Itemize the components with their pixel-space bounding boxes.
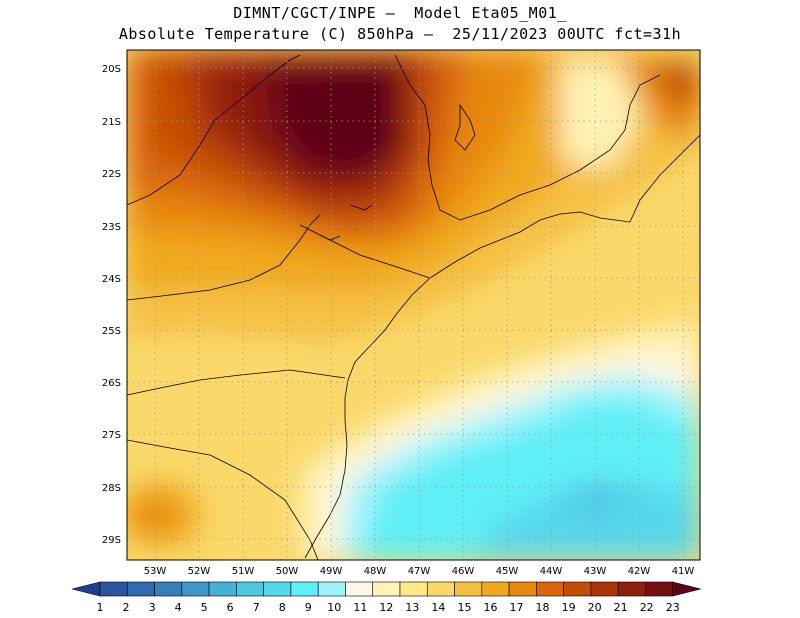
colorbar-label: 3 bbox=[149, 601, 156, 614]
colorbar-swatch bbox=[345, 581, 374, 597]
colorbar-label: 9 bbox=[305, 601, 312, 614]
colorbar-swatch bbox=[590, 581, 619, 597]
lon-label: 41W bbox=[672, 566, 695, 577]
colorbar-swatch bbox=[617, 581, 646, 597]
colorbar-swatch bbox=[290, 581, 319, 597]
lon-label: 47W bbox=[408, 566, 431, 577]
lon-label: 43W bbox=[584, 566, 607, 577]
colorbar-swatch bbox=[481, 581, 510, 597]
colorbar-swatch bbox=[454, 581, 483, 597]
temperature-field bbox=[127, 50, 700, 560]
colorbar-swatch bbox=[508, 581, 537, 597]
colorbar-swatch bbox=[154, 581, 183, 597]
lon-label: 52W bbox=[188, 566, 211, 577]
colorbar-arrow-high bbox=[672, 581, 701, 597]
colorbar-label: 7 bbox=[253, 601, 260, 614]
longitude-axis: 53W 52W 51W 50W 49W 48W 47W 46W 45W 44W … bbox=[144, 566, 695, 577]
colorbar-label: 10 bbox=[327, 601, 341, 614]
lon-label: 46W bbox=[452, 566, 475, 577]
colorbar-swatch bbox=[399, 581, 428, 597]
colorbar-label: 15 bbox=[457, 601, 471, 614]
colorbar-swatch bbox=[317, 581, 346, 597]
map-title-line2: Absolute Temperature (C) 850hPa – 25/11/… bbox=[118, 25, 682, 43]
lon-label: 44W bbox=[540, 566, 563, 577]
colorbar-swatch bbox=[372, 581, 401, 597]
colorbar-swatch bbox=[181, 581, 210, 597]
lon-label: 42W bbox=[628, 566, 651, 577]
colorbar-label: 12 bbox=[379, 601, 393, 614]
colorbar-swatch bbox=[263, 581, 292, 597]
colorbar-swatch bbox=[645, 581, 674, 597]
map-frame bbox=[126, 49, 701, 561]
colorbar-swatch bbox=[208, 581, 237, 597]
lon-label: 48W bbox=[364, 566, 387, 577]
lat-label: 26S bbox=[102, 378, 121, 389]
colorbar-swatch bbox=[536, 581, 564, 597]
colorbar-label: 2 bbox=[123, 601, 130, 614]
colorbar-label: 18 bbox=[536, 601, 550, 614]
lat-label: 23S bbox=[102, 222, 121, 233]
colorbar-label: 20 bbox=[588, 601, 602, 614]
graticule bbox=[127, 50, 700, 560]
colorbar-label: 13 bbox=[405, 601, 419, 614]
colorbar-swatch bbox=[99, 581, 128, 597]
colorbar-label: 1 bbox=[97, 601, 104, 614]
lat-label: 20S bbox=[102, 64, 121, 75]
lon-label: 53W bbox=[144, 566, 167, 577]
lon-label: 50W bbox=[276, 566, 299, 577]
lat-label: 22S bbox=[102, 169, 121, 180]
lat-label: 27S bbox=[102, 430, 121, 441]
coastline-and-borders bbox=[127, 54, 700, 560]
lon-label: 51W bbox=[232, 566, 255, 577]
colorbar-label: 21 bbox=[614, 601, 628, 614]
latitude-axis: 20S 21S 22S 23S 24S 25S 26S 27S 28S 29S bbox=[102, 64, 121, 546]
lat-label: 25S bbox=[102, 326, 121, 337]
lon-label: 45W bbox=[496, 566, 519, 577]
colorbar-swatch bbox=[126, 581, 155, 597]
colorbar-label: 17 bbox=[510, 601, 524, 614]
colorbar-label: 19 bbox=[562, 601, 576, 614]
lon-label: 49W bbox=[320, 566, 343, 577]
colorbar-swatch bbox=[236, 581, 264, 597]
colorbar-label: 14 bbox=[431, 601, 445, 614]
colorbar-label: 5 bbox=[201, 601, 208, 614]
colorbar: 1 2 3 4 5 6 7 8 9 10 11 12 13 14 15 16 17 18 19 20 21 22 23 bbox=[71, 581, 701, 614]
colorbar-label: 23 bbox=[666, 601, 680, 614]
map-title-line1: DIMNT/CGCT/INPE – Model Eta05_M01_ bbox=[233, 4, 567, 22]
lat-label: 21S bbox=[102, 117, 121, 128]
colorbar-label: 8 bbox=[279, 601, 286, 614]
colorbar-label: 16 bbox=[483, 601, 497, 614]
colorbar-label: 11 bbox=[353, 601, 367, 614]
lat-label: 28S bbox=[102, 483, 121, 494]
colorbar-swatch bbox=[426, 581, 455, 597]
colorbar-label: 6 bbox=[227, 601, 234, 614]
colorbar-label: 4 bbox=[175, 601, 182, 614]
lat-label: 24S bbox=[102, 274, 121, 285]
lat-label: 29S bbox=[102, 535, 121, 546]
colorbar-swatch bbox=[563, 581, 592, 597]
colorbar-label: 22 bbox=[640, 601, 654, 614]
colorbar-arrow-low bbox=[71, 581, 101, 597]
